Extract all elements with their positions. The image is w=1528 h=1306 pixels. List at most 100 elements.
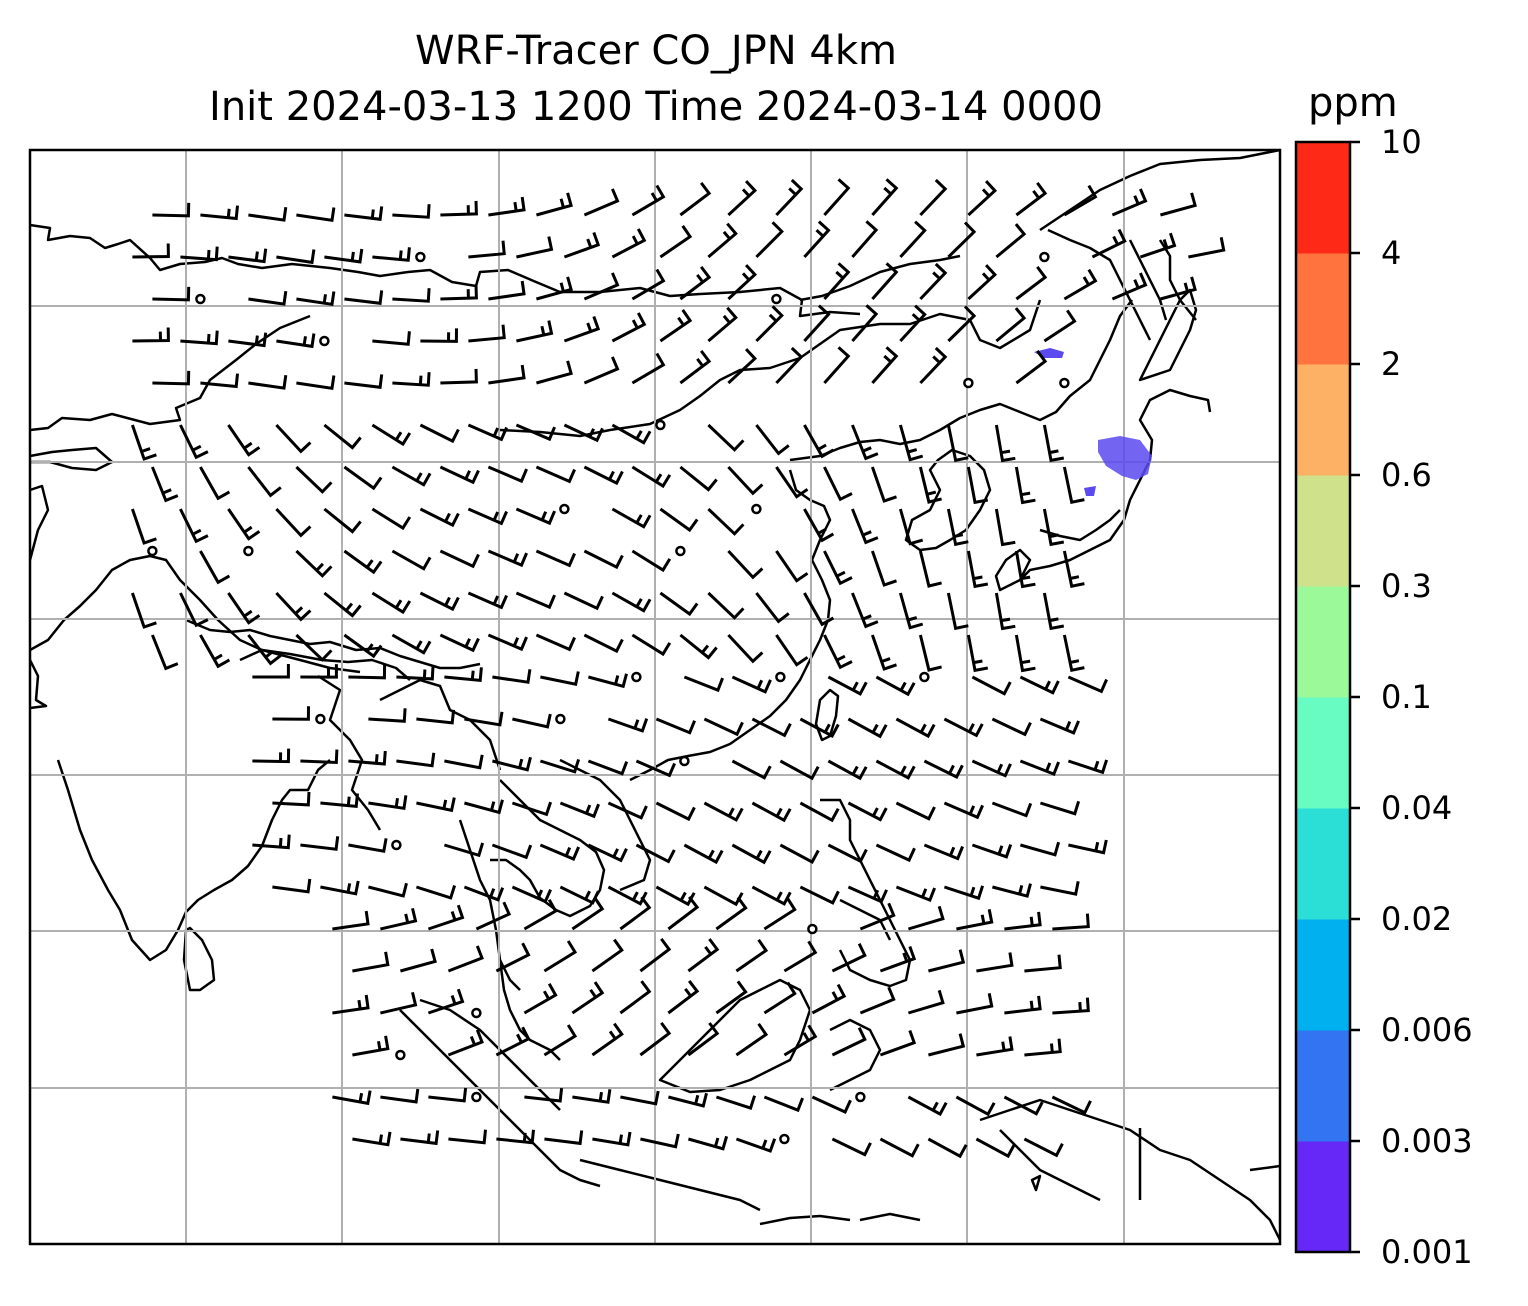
- wind-barb: [543, 940, 578, 973]
- wind-barb: [464, 711, 504, 727]
- wind-barb: [919, 262, 948, 301]
- wind-barb: [735, 938, 769, 973]
- calm-marker: [319, 335, 330, 347]
- wind-barb: [440, 368, 478, 385]
- wind-barb: [775, 634, 809, 667]
- wind-barb: [995, 223, 1027, 259]
- calm-marker: [807, 923, 818, 935]
- wind-barb: [228, 332, 268, 348]
- wind-barb: [1160, 192, 1197, 217]
- calm-marker: [555, 713, 566, 725]
- wind-barb: [687, 938, 720, 973]
- wind-barb: [947, 305, 977, 343]
- wind-barb: [707, 222, 738, 259]
- wind-barb: [655, 801, 696, 822]
- colorbar-segment: [1296, 142, 1350, 254]
- wind-barb: [763, 897, 797, 931]
- gridlines: [30, 150, 1280, 1244]
- colorbar-label: 0.6: [1381, 456, 1432, 494]
- wind-barb: [966, 550, 989, 589]
- wind-barb: [199, 466, 231, 501]
- wind-barb: [1062, 634, 1085, 672]
- wind-barb: [995, 307, 1027, 343]
- wind-barb: [851, 424, 879, 461]
- wind-barb: [879, 1137, 920, 1158]
- wind-barb: [775, 346, 804, 385]
- wind-barb: [179, 508, 209, 544]
- wind-barb: [859, 986, 896, 1015]
- wind-barb: [923, 759, 964, 780]
- wind-barb: [419, 423, 460, 444]
- wind-barb: [823, 466, 853, 502]
- wind-barb: [380, 1088, 420, 1104]
- wind-barb: [179, 424, 209, 460]
- wind-barb: [592, 1131, 632, 1147]
- wind-barb: [252, 748, 291, 764]
- colorbar-segment: [1296, 808, 1350, 920]
- wind-barb: [1160, 276, 1197, 301]
- wind-barb: [668, 1092, 708, 1108]
- wind-barb: [583, 356, 620, 385]
- wind-barb: [1040, 881, 1080, 896]
- wind-barb: [655, 717, 696, 735]
- wind-barb: [348, 838, 388, 853]
- wind-barb: [227, 508, 261, 541]
- wind-barb: [368, 708, 407, 723]
- wind-barbs: [130, 178, 1226, 1159]
- wind-barb: [272, 878, 312, 894]
- wind-barb: [563, 315, 601, 343]
- wind-barb: [879, 1029, 917, 1057]
- wind-barb: [443, 842, 485, 858]
- colorbar-label: 0.1: [1381, 678, 1432, 716]
- wind-barb: [1015, 266, 1048, 301]
- wind-barb: [368, 882, 408, 898]
- wind-barb: [619, 896, 652, 931]
- colorbar-label: 4: [1381, 234, 1402, 272]
- wind-barb: [1052, 913, 1090, 931]
- wind-barb: [152, 286, 191, 302]
- wind-barb: [323, 507, 362, 534]
- wind-barb: [956, 909, 994, 931]
- wind-barb: [1019, 759, 1060, 777]
- wind-barb: [415, 885, 457, 900]
- wind-barb: [132, 327, 170, 343]
- wind-barb: [272, 706, 310, 721]
- wind-barb: [332, 1090, 372, 1106]
- wind-barb: [396, 665, 435, 681]
- wind-barb: [991, 717, 1032, 737]
- wind-barb: [875, 759, 916, 780]
- wind-barb: [1024, 1038, 1062, 1057]
- tracer-plume: [1034, 348, 1152, 496]
- wind-barb: [491, 843, 533, 860]
- calm-marker: [471, 1091, 482, 1103]
- wind-barb: [439, 465, 480, 485]
- wind-barb: [799, 801, 840, 823]
- wind-barb: [416, 797, 456, 813]
- wind-barb: [870, 466, 897, 503]
- wind-barb: [966, 634, 989, 673]
- wind-barb: [516, 236, 554, 259]
- wind-barb: [679, 181, 712, 217]
- wind-barb: [440, 284, 478, 301]
- wind-barb: [799, 717, 840, 739]
- wind-barb: [943, 717, 984, 738]
- wind-barb: [487, 465, 528, 484]
- wind-barb: [1051, 1095, 1092, 1115]
- wind-barb: [295, 549, 333, 578]
- wind-barb: [899, 304, 927, 343]
- wind-barb: [851, 220, 879, 258]
- wind-barb: [847, 885, 888, 904]
- wind-barb: [228, 248, 268, 264]
- calm-marker: [559, 503, 570, 515]
- wind-barb: [635, 759, 676, 778]
- wind-barb: [296, 207, 336, 223]
- wind-barb: [907, 1095, 948, 1117]
- wind-barb: [751, 801, 792, 823]
- wind-barb: [1003, 1095, 1044, 1116]
- wind-barb: [895, 885, 936, 903]
- colorbar-label: 0.02: [1381, 900, 1453, 938]
- wind-barb: [247, 634, 282, 666]
- calm-marker: [855, 1091, 866, 1103]
- wind-barb: [620, 1090, 660, 1106]
- wind-barb: [871, 346, 899, 384]
